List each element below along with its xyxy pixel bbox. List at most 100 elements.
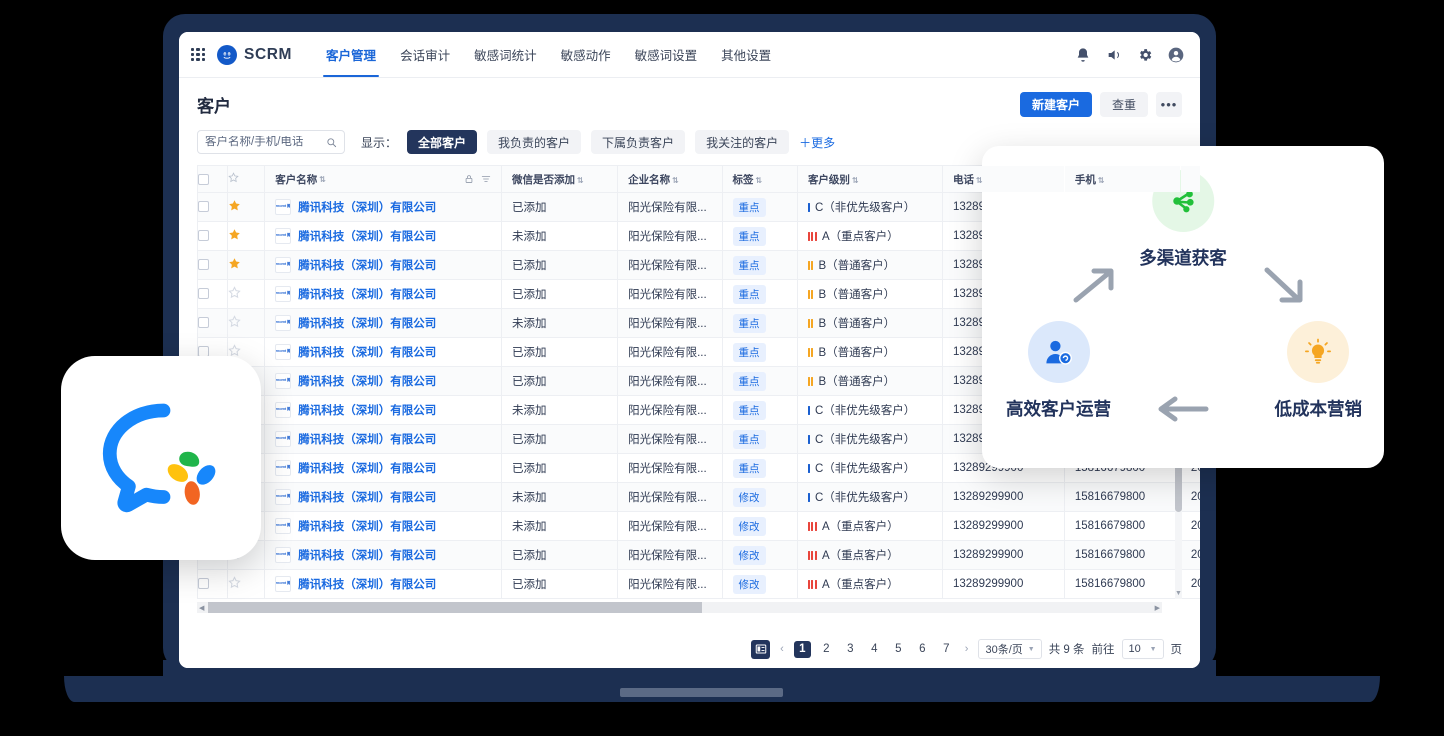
row-customer-name-cell[interactable]: Tencent 腾讯腾讯科技（深圳）有限公司 [264, 511, 503, 541]
row-checkbox-cell[interactable] [196, 279, 229, 309]
header-tag[interactable]: 标签 ⇅ [721, 165, 798, 193]
filter-chip-my-customers[interactable]: 我负责的客户 [487, 130, 582, 154]
new-customer-button[interactable]: 新建客户 [1019, 92, 1092, 117]
row-customer-name-cell[interactable]: Tencent 腾讯腾讯科技（深圳）有限公司 [264, 192, 503, 222]
nav-item-sensitive-word-settings[interactable]: 敏感词设置 [634, 49, 698, 63]
row-customer-name-cell[interactable]: Tencent 腾讯腾讯科技（深圳）有限公司 [264, 395, 503, 425]
row-checkbox-cell[interactable] [196, 221, 229, 251]
row-customer-name-cell[interactable]: Tencent 腾讯腾讯科技（深圳）有限公司 [264, 308, 503, 338]
row-checkbox-cell[interactable] [196, 192, 229, 222]
table-horizontal-scrollbar[interactable]: ◀ ▶ [197, 602, 1162, 613]
row-checkbox-cell[interactable] [196, 250, 229, 280]
header-select-all[interactable] [196, 165, 229, 193]
pagination-page-3[interactable]: 3 [847, 643, 854, 655]
pagination-page-7[interactable]: 7 [943, 643, 950, 655]
table-row[interactable]: Tencent 腾讯腾讯科技（深圳）有限公司未添加阳光保险有限...修改C（非优… [196, 482, 1200, 512]
row-customer-name-cell[interactable]: Tencent 腾讯腾讯科技（深圳）有限公司 [264, 540, 503, 570]
star-outline-icon[interactable] [228, 286, 241, 299]
row-checkbox-cell[interactable] [196, 308, 229, 338]
goto-page-select[interactable]: 10 ▼ [1121, 639, 1164, 659]
horizontal-scroll-thumb[interactable] [208, 602, 702, 613]
header-customer-name[interactable]: 客户名称 ⇅ [264, 165, 503, 193]
row-customer-name-cell[interactable]: Tencent 腾讯腾讯科技（深圳）有限公司 [264, 453, 503, 483]
row-checkbox-cell[interactable] [196, 569, 229, 599]
customer-name-link[interactable]: 腾讯科技（深圳）有限公司 [298, 405, 437, 417]
row-customer-name-cell[interactable]: Tencent 腾讯腾讯科技（深圳）有限公司 [264, 482, 503, 512]
customer-name-link[interactable]: 腾讯科技（深圳）有限公司 [298, 289, 437, 301]
row-checkbox[interactable] [198, 201, 209, 213]
row-checkbox[interactable] [198, 317, 209, 329]
customer-name-link[interactable]: 腾讯科技（深圳）有限公司 [298, 463, 437, 475]
row-checkbox[interactable] [198, 578, 209, 590]
search-box[interactable] [197, 130, 345, 154]
scroll-down-arrow-icon[interactable]: ▼ [1175, 590, 1182, 597]
select-all-checkbox[interactable] [198, 173, 209, 185]
table-row[interactable]: Tencent 腾讯腾讯科技（深圳）有限公司已添加阳光保险有限...修改A（重点… [196, 540, 1200, 570]
more-filters-link[interactable]: ＋更多 [799, 135, 836, 150]
row-star-cell[interactable] [227, 308, 266, 338]
row-star-cell[interactable] [227, 221, 266, 251]
star-filled-icon[interactable] [228, 199, 241, 212]
more-actions-button[interactable]: ••• [1156, 92, 1182, 117]
row-star-cell[interactable] [227, 192, 266, 222]
star-outline-icon[interactable] [228, 344, 241, 357]
pagination-page-6[interactable]: 6 [919, 643, 926, 655]
lock-icon[interactable] [464, 174, 474, 184]
scroll-right-arrow-icon[interactable]: ▶ [1154, 604, 1160, 612]
customer-name-link[interactable]: 腾讯科技（深圳）有限公司 [298, 231, 437, 243]
filter-chip-all-customers[interactable]: 全部客户 [407, 130, 478, 154]
bell-icon[interactable] [1075, 47, 1091, 63]
customer-name-link[interactable]: 腾讯科技（深圳）有限公司 [298, 376, 437, 388]
header-wechat-added[interactable]: 微信是否添加 ⇅ [501, 165, 619, 193]
header-mobile[interactable]: 手机 ⇅ [1063, 165, 1181, 193]
filter-icon[interactable] [481, 174, 491, 184]
header-customer-level[interactable]: 客户级别 ⇅ [796, 165, 944, 193]
customer-name-link[interactable]: 腾讯科技（深圳）有限公司 [298, 434, 437, 446]
row-star-cell[interactable] [227, 279, 266, 309]
star-filled-icon[interactable] [228, 257, 241, 270]
row-customer-name-cell[interactable]: Tencent 腾讯腾讯科技（深圳）有限公司 [264, 250, 503, 280]
avatar[interactable] [1168, 47, 1184, 63]
customer-name-link[interactable]: 腾讯科技（深圳）有限公司 [298, 260, 437, 272]
row-customer-name-cell[interactable]: Tencent 腾讯腾讯科技（深圳）有限公司 [264, 569, 503, 599]
pagination-next[interactable]: › [964, 643, 969, 655]
customer-name-link[interactable]: 腾讯科技（深圳）有限公司 [298, 521, 437, 533]
nav-item-sensitive-action[interactable]: 敏感动作 [560, 49, 611, 63]
row-customer-name-cell[interactable]: Tencent 腾讯腾讯科技（深圳）有限公司 [264, 221, 503, 251]
star-outline-icon[interactable] [228, 315, 241, 328]
page-size-select[interactable]: 30条/页 ▼ [978, 639, 1042, 659]
customer-name-link[interactable]: 腾讯科技（深圳）有限公司 [298, 550, 437, 562]
pagination-page-4[interactable]: 4 [871, 643, 878, 655]
customer-name-link[interactable]: 腾讯科技（深圳）有限公司 [298, 318, 437, 330]
search-input[interactable] [205, 136, 326, 148]
pagination-page-1[interactable]: 1 [793, 640, 811, 658]
nav-item-sensitive-word-stats[interactable]: 敏感词统计 [474, 49, 537, 63]
table-row[interactable]: Tencent 腾讯腾讯科技（深圳）有限公司已添加阳光保险有限...修改A（重点… [196, 569, 1200, 599]
row-customer-name-cell[interactable]: Tencent 腾讯腾讯科技（深圳）有限公司 [264, 337, 503, 367]
row-customer-name-cell[interactable]: Tencent 腾讯腾讯科技（深圳）有限公司 [264, 366, 503, 396]
scroll-left-arrow-icon[interactable]: ◀ [199, 604, 205, 612]
speaker-icon[interactable] [1106, 47, 1122, 63]
pagination-prev[interactable]: ‹ [780, 643, 784, 655]
row-customer-name-cell[interactable]: Tencent 腾讯腾讯科技（深圳）有限公司 [264, 279, 503, 309]
pagination-page-2[interactable]: 2 [823, 643, 830, 655]
nav-item-session-audit[interactable]: 会话审计 [400, 49, 451, 63]
star-filled-icon[interactable] [228, 228, 241, 241]
pagination-page-5[interactable]: 5 [895, 643, 902, 655]
customer-name-link[interactable]: 腾讯科技（深圳）有限公司 [298, 347, 437, 359]
dedupe-button[interactable]: 查重 [1099, 92, 1148, 117]
table-row[interactable]: Tencent 腾讯腾讯科技（深圳）有限公司已添加阳光保险有限...重点B（普通… [196, 366, 1200, 396]
header-company-name[interactable]: 企业名称 ⇅ [617, 165, 723, 193]
table-row[interactable]: Tencent 腾讯腾讯科技（深圳）有限公司未添加阳光保险有限...修改A（重点… [196, 511, 1200, 541]
header-telephone[interactable]: 电话 ⇅ [942, 165, 1065, 193]
filter-chip-subordinate-customers[interactable]: 下属负责客户 [591, 130, 686, 154]
row-checkbox[interactable] [198, 259, 209, 271]
nav-item-other-settings[interactable]: 其他设置 [721, 49, 772, 63]
row-star-cell[interactable] [227, 250, 266, 280]
customer-name-link[interactable]: 腾讯科技（深圳）有限公司 [298, 492, 437, 504]
row-checkbox[interactable] [198, 288, 209, 300]
customer-name-link[interactable]: 腾讯科技（深圳）有限公司 [298, 202, 437, 214]
row-customer-name-cell[interactable]: Tencent 腾讯腾讯科技（深圳）有限公司 [264, 424, 503, 454]
nav-item-customer-management[interactable]: 客户管理 [314, 32, 388, 77]
table-row[interactable]: Tencent 腾讯腾讯科技（深圳）有限公司已添加阳光保险有限...重点C（非优… [196, 453, 1200, 483]
